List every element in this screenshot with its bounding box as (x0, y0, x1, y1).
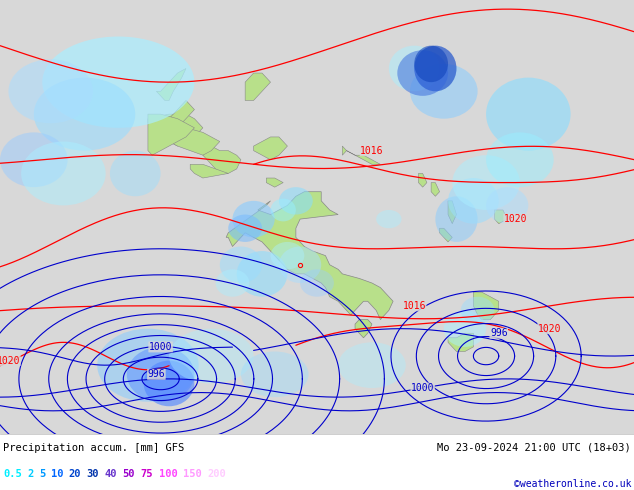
Ellipse shape (21, 142, 106, 205)
Text: 20: 20 (68, 469, 81, 479)
Text: 75: 75 (141, 469, 153, 479)
Polygon shape (254, 137, 287, 160)
Text: 200: 200 (207, 469, 226, 479)
Text: 150: 150 (183, 469, 202, 479)
Ellipse shape (444, 310, 486, 347)
Text: Precipitation accum. [mm] GFS: Precipitation accum. [mm] GFS (3, 443, 184, 453)
Ellipse shape (486, 77, 571, 150)
Ellipse shape (461, 297, 495, 324)
Polygon shape (266, 178, 283, 187)
Ellipse shape (0, 132, 68, 187)
Ellipse shape (8, 59, 93, 123)
Text: 1000: 1000 (411, 383, 434, 393)
Ellipse shape (376, 210, 401, 228)
Text: 30: 30 (86, 469, 99, 479)
Ellipse shape (389, 46, 439, 91)
Text: 2: 2 (27, 469, 34, 479)
Ellipse shape (236, 251, 287, 297)
Polygon shape (169, 100, 195, 128)
Ellipse shape (144, 361, 195, 406)
Polygon shape (226, 192, 393, 319)
Polygon shape (355, 319, 372, 338)
Polygon shape (148, 114, 203, 146)
Ellipse shape (110, 150, 160, 196)
Ellipse shape (97, 329, 198, 402)
Polygon shape (245, 73, 271, 100)
Polygon shape (474, 292, 499, 319)
Ellipse shape (241, 351, 309, 397)
Polygon shape (169, 128, 220, 155)
Text: 1020: 1020 (504, 214, 527, 224)
Polygon shape (431, 183, 439, 196)
Text: 0.5: 0.5 (3, 469, 22, 479)
Ellipse shape (486, 187, 528, 223)
Polygon shape (495, 210, 507, 223)
Polygon shape (342, 146, 380, 164)
Ellipse shape (410, 64, 477, 119)
Ellipse shape (42, 37, 195, 128)
Text: 100: 100 (158, 469, 178, 479)
Ellipse shape (452, 155, 520, 210)
Ellipse shape (169, 329, 254, 384)
Ellipse shape (436, 196, 477, 242)
Ellipse shape (414, 46, 448, 82)
Text: 10: 10 (51, 469, 63, 479)
Text: 996: 996 (490, 328, 508, 338)
Text: 40: 40 (105, 469, 117, 479)
Text: ©weatheronline.co.uk: ©weatheronline.co.uk (514, 479, 631, 489)
Ellipse shape (279, 187, 313, 215)
Text: 1016: 1016 (360, 146, 384, 156)
Ellipse shape (271, 242, 304, 270)
Polygon shape (439, 228, 452, 242)
Text: 5: 5 (39, 469, 45, 479)
Text: 1020: 1020 (0, 356, 20, 366)
Ellipse shape (271, 198, 296, 221)
Polygon shape (157, 69, 186, 100)
Text: 1020: 1020 (538, 324, 561, 334)
Ellipse shape (220, 246, 262, 283)
Ellipse shape (216, 270, 249, 297)
Polygon shape (190, 164, 228, 178)
Ellipse shape (398, 50, 448, 96)
Ellipse shape (279, 246, 321, 283)
Polygon shape (203, 146, 241, 173)
Ellipse shape (338, 343, 406, 388)
Text: Mo 23-09-2024 21:00 UTC (18+03): Mo 23-09-2024 21:00 UTC (18+03) (437, 443, 631, 453)
Polygon shape (148, 114, 195, 155)
Ellipse shape (414, 46, 456, 91)
Ellipse shape (34, 77, 135, 150)
Ellipse shape (127, 347, 195, 402)
Text: 1000: 1000 (149, 342, 172, 352)
Ellipse shape (233, 201, 275, 237)
Text: 1016: 1016 (403, 301, 426, 311)
Ellipse shape (448, 178, 499, 223)
Ellipse shape (228, 215, 262, 242)
Ellipse shape (300, 270, 334, 297)
Polygon shape (448, 333, 474, 351)
Polygon shape (448, 201, 456, 223)
Polygon shape (418, 173, 427, 187)
Text: 996: 996 (148, 369, 165, 379)
Text: 50: 50 (122, 469, 135, 479)
Ellipse shape (486, 132, 553, 187)
